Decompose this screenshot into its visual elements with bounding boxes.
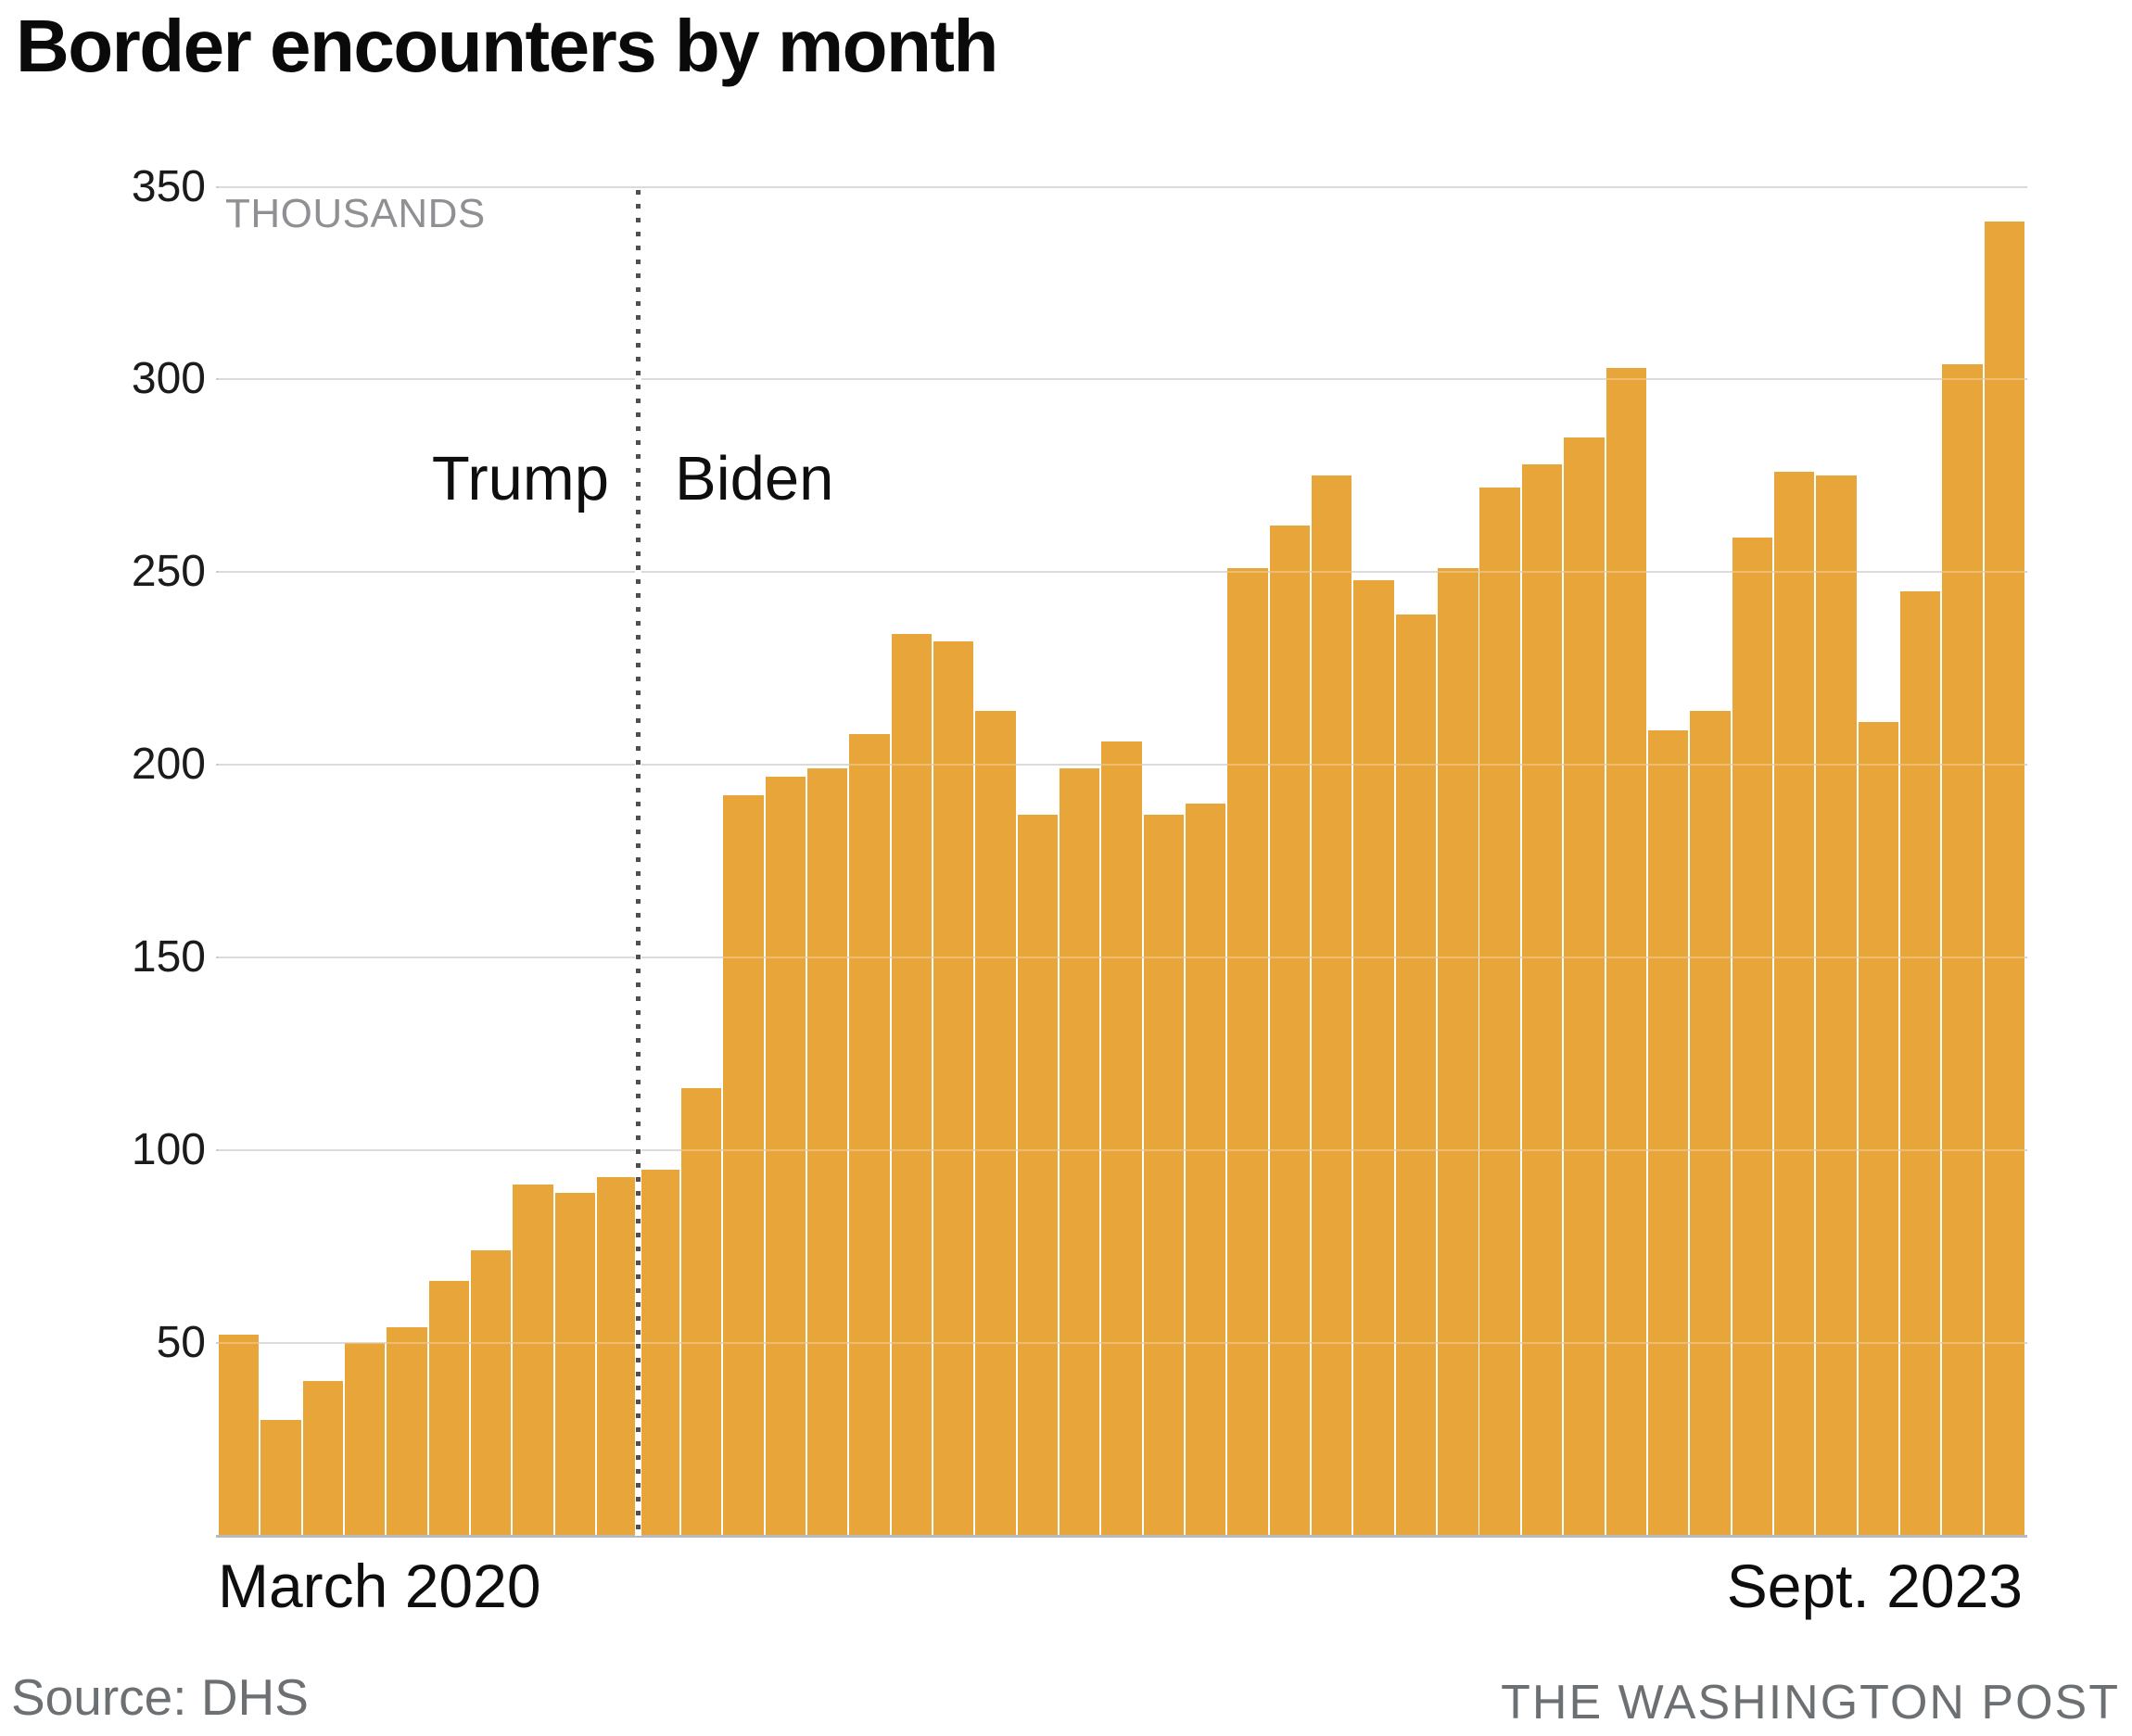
bar-april-2023 xyxy=(1773,472,1815,1536)
bar-oct-2021 xyxy=(1017,815,1059,1536)
bar-april-2020 xyxy=(260,1419,301,1536)
bar-nov-2021 xyxy=(1059,768,1100,1536)
era-divider-dots xyxy=(636,190,641,1536)
bar-aug-2020 xyxy=(428,1281,470,1536)
gridline-250 xyxy=(216,571,2027,574)
gridline-overlay-200 xyxy=(219,764,2026,767)
gridline-overlay-100 xyxy=(219,1148,2026,1151)
bar-march-2020 xyxy=(219,1335,260,1536)
x-axis-end-label: Sept. 2023 xyxy=(1726,1552,2023,1620)
bar-july-2023 xyxy=(1899,591,1941,1536)
bar-april-2022 xyxy=(1269,526,1311,1536)
bar-march-2023 xyxy=(1732,537,1772,1536)
bar-sept-2022 xyxy=(1479,487,1520,1536)
bar-nov-2022 xyxy=(1564,437,1605,1536)
bar-june-2020 xyxy=(345,1342,386,1536)
publisher-credit: THE WASHINGTON POST xyxy=(1501,1676,2120,1730)
bar-feb-2021 xyxy=(680,1088,722,1536)
y-tick-label-350: 350 xyxy=(131,161,206,211)
bar-march-2022 xyxy=(1227,568,1268,1536)
y-tick-label-250: 250 xyxy=(131,547,206,597)
bar-oct-2020 xyxy=(513,1185,553,1536)
bar-aug-2023 xyxy=(1942,363,1983,1536)
bar-may-2023 xyxy=(1816,475,1857,1536)
bar-july-2022 xyxy=(1395,614,1437,1536)
gridline-overlay-50 xyxy=(219,1341,2026,1344)
bar-feb-2023 xyxy=(1690,710,1731,1536)
gridline-350 xyxy=(216,185,2027,188)
era-divider-line xyxy=(635,190,641,1536)
y-axis-unit-label: THOUSANDS xyxy=(225,191,486,236)
gridline-overlay-350 xyxy=(219,185,2026,188)
bar-aug-2021 xyxy=(933,641,974,1536)
bar-aug-2022 xyxy=(1438,568,1478,1536)
bar-may-2022 xyxy=(1312,475,1352,1536)
bar-dec-2020 xyxy=(597,1176,638,1536)
y-tick-label-150: 150 xyxy=(131,931,206,982)
bar-may-2021 xyxy=(806,768,848,1536)
bar-sept-2021 xyxy=(975,710,1016,1536)
bar-feb-2022 xyxy=(1186,803,1226,1536)
gridline-300 xyxy=(216,378,2027,381)
x-axis-line xyxy=(216,1534,2027,1538)
bar-sept-2020 xyxy=(471,1249,512,1536)
era-label-biden: Biden xyxy=(675,444,834,513)
y-tick-label-50: 50 xyxy=(156,1317,206,1367)
bar-dec-2022 xyxy=(1605,367,1646,1536)
gridline-overlay-150 xyxy=(219,956,2026,958)
y-tick-label-300: 300 xyxy=(131,354,206,404)
bar-jan-2022 xyxy=(1143,815,1185,1536)
bar-july-2020 xyxy=(387,1327,427,1536)
bar-jan-2021 xyxy=(639,1169,679,1536)
bar-april-2021 xyxy=(765,776,806,1536)
bar-june-2023 xyxy=(1858,722,1898,1536)
bar-nov-2020 xyxy=(554,1192,596,1536)
bar-sept-2023 xyxy=(1984,221,2025,1536)
gridline-overlay-250 xyxy=(219,571,2026,574)
bar-oct-2022 xyxy=(1521,463,1563,1536)
bar-dec-2021 xyxy=(1101,741,1142,1536)
source-attribution: Source: DHS xyxy=(11,1668,309,1726)
bar-july-2021 xyxy=(891,633,932,1536)
bar-march-2021 xyxy=(723,795,764,1536)
bar-may-2020 xyxy=(302,1381,344,1536)
chart-title: Border encounters by month xyxy=(16,5,998,87)
bar-june-2022 xyxy=(1353,579,1394,1536)
gridline-overlay-300 xyxy=(219,378,2026,381)
era-label-trump: Trump xyxy=(431,444,609,513)
bar-jan-2023 xyxy=(1647,729,1689,1536)
x-axis-start-label: March 2020 xyxy=(218,1552,541,1620)
bar-june-2021 xyxy=(849,733,890,1536)
y-tick-label-100: 100 xyxy=(131,1124,206,1174)
y-tick-label-200: 200 xyxy=(131,740,206,790)
